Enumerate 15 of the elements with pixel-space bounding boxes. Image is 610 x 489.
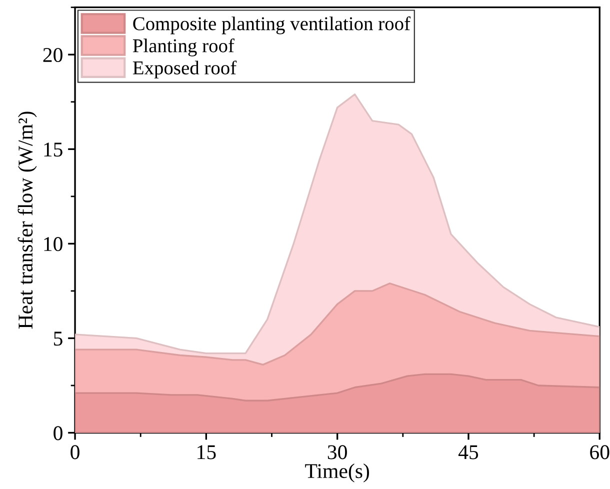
y-tick-label: 15 — [44, 142, 62, 157]
x-tick-label: 60 — [590, 445, 610, 460]
legend-label: Exposed roof — [132, 60, 237, 78]
x-tick-label: 15 — [198, 445, 216, 460]
x-tick-label: 30 — [328, 445, 347, 460]
y-tick-label: 10 — [44, 237, 62, 252]
x-axis-title: Time(s) — [305, 463, 370, 482]
x-tick-label: 45 — [458, 445, 478, 460]
legend-label: Composite planting ventilation roof — [133, 16, 411, 34]
y-tick-label: 0 — [54, 426, 62, 440]
x-tick-label: 0 — [70, 445, 80, 460]
y-axis-title: Heat transfer flow (W/m²) — [18, 112, 37, 329]
y-tick-label: 20 — [43, 48, 62, 62]
y-tick-label: 5 — [54, 332, 62, 346]
legend-label: Planting roof — [132, 38, 234, 56]
